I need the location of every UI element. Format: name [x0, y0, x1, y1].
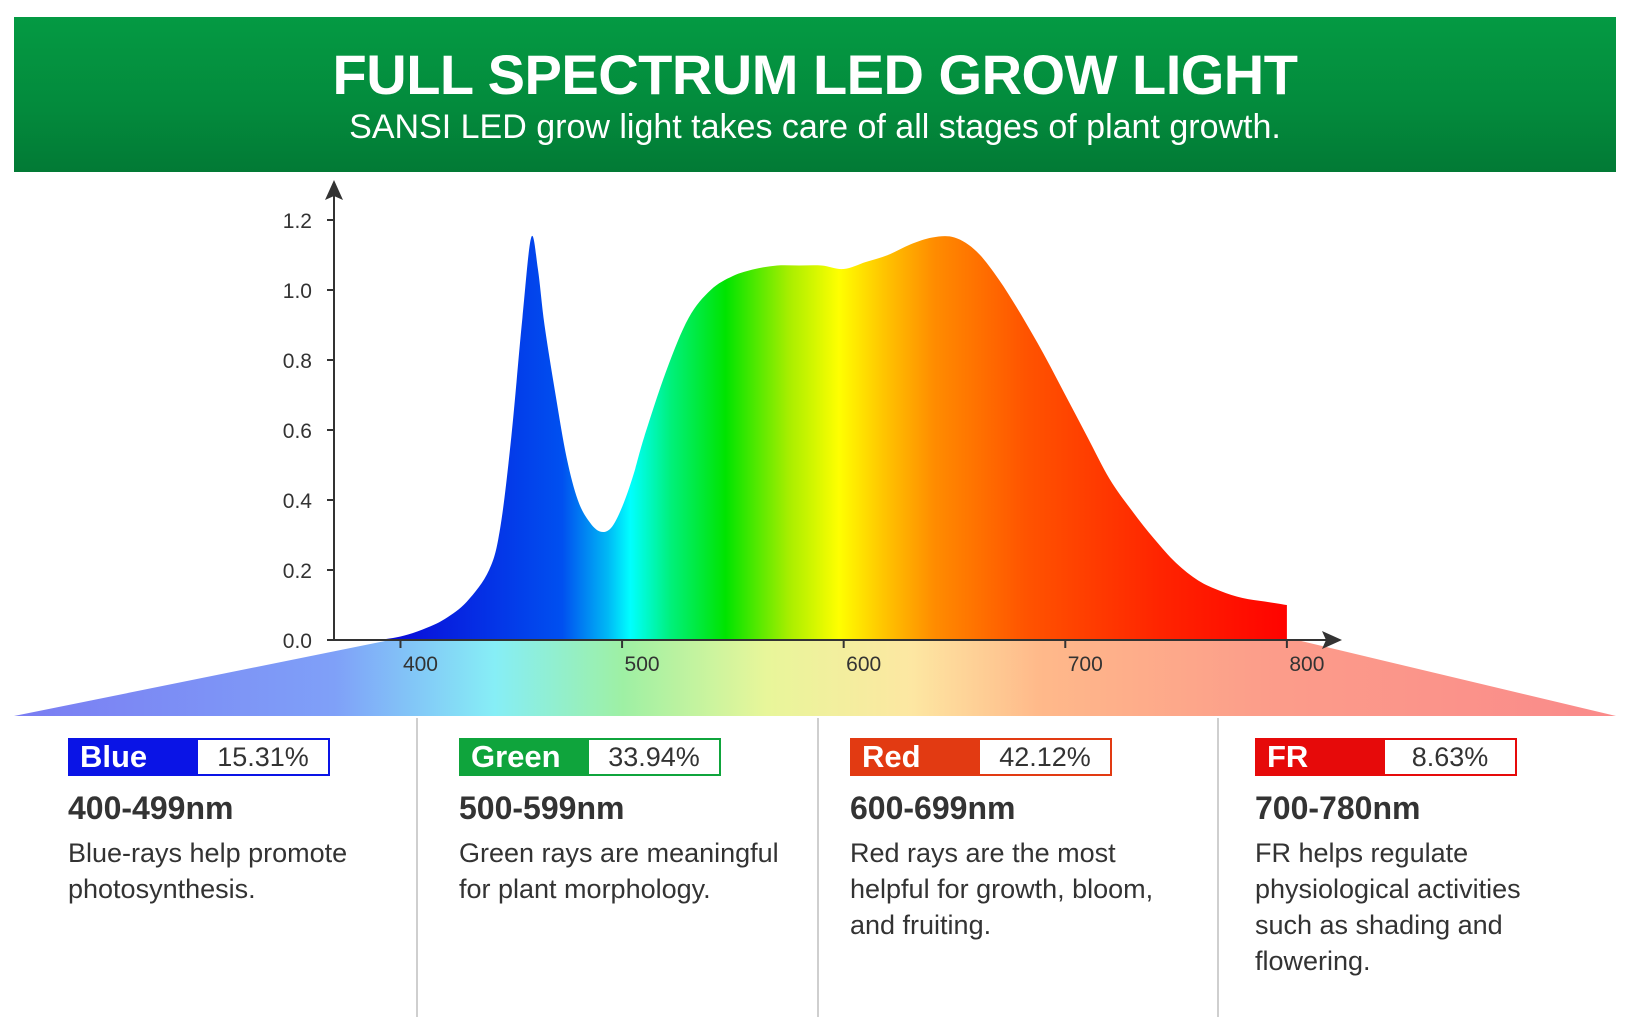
legend-divider — [817, 718, 819, 1017]
spectrum-series-area — [378, 235, 1287, 640]
legend-name: FR — [1257, 740, 1385, 774]
legend-description: Green rays are meaningful for plant morp… — [459, 838, 779, 904]
spectrum-fan — [14, 640, 1616, 716]
y-tick-label: 0.8 — [283, 350, 312, 373]
legend-badge: Blue 15.31% — [68, 738, 330, 776]
legend-badge: Red 42.12% — [850, 738, 1112, 776]
legend-percent: 33.94% — [589, 740, 719, 774]
legend-range: 600-699nm — [850, 790, 1016, 826]
y-axis-ticks: 0.0 0.2 0.4 0.6 0.8 1.0 1.2 — [283, 210, 334, 653]
legend-red: Red 42.12% 600-699nm Red rays are the mo… — [850, 718, 1250, 1017]
y-tick-label: 0.4 — [283, 490, 313, 513]
legend-range: 500-599nm — [459, 790, 625, 826]
legend-percent: 8.63% — [1385, 740, 1515, 774]
x-tick-label: 800 — [1289, 653, 1324, 676]
y-tick-label: 1.2 — [283, 210, 312, 233]
legend-divider — [1217, 718, 1219, 1017]
spectrum-chart: 0.0 0.2 0.4 0.6 0.8 1.0 1.2 400 500 600 700 800 — [14, 180, 1616, 716]
x-tick-label: 500 — [625, 653, 660, 676]
x-tick-label: 400 — [403, 653, 438, 676]
y-tick-label: 0.6 — [283, 420, 312, 443]
legend-range: 700-780nm — [1255, 790, 1421, 826]
x-axis-arrow — [1322, 631, 1342, 649]
page-title: FULL SPECTRUM LED GROW LIGHT — [332, 43, 1298, 106]
y-tick-label: 0.0 — [283, 630, 312, 653]
legend-percent: 42.12% — [980, 740, 1110, 774]
y-tick-label: 1.0 — [283, 280, 312, 303]
legend-badge: Green 33.94% — [459, 738, 721, 776]
legend-badge: FR 8.63% — [1255, 738, 1517, 776]
legend-name: Blue — [70, 740, 198, 774]
y-tick-label: 0.2 — [283, 560, 312, 583]
legend-percent: 15.31% — [198, 740, 328, 774]
legend-range: 400-499nm — [68, 790, 234, 826]
x-tick-label: 600 — [846, 653, 881, 676]
legend-blue: Blue 15.31% 400-499nm Blue-rays help pro… — [68, 718, 468, 1017]
legend-fr: FR 8.63% 700-780nm FR helps regulate phy… — [1255, 718, 1627, 1017]
legend-description: Red rays are the most helpful for growth… — [850, 838, 1154, 940]
legend-divider — [416, 718, 418, 1017]
x-tick-label: 700 — [1068, 653, 1103, 676]
legend-name: Red — [852, 740, 980, 774]
x-axis-ticks: 400 500 600 700 800 — [399, 640, 1324, 676]
legend-green: Green 33.94% 500-599nm Green rays are me… — [459, 718, 859, 1017]
legend-description: Blue-rays help promote photosynthesis. — [68, 838, 348, 904]
y-axis-arrow — [325, 180, 343, 200]
page-subtitle: SANSI LED grow light takes care of all s… — [349, 108, 1281, 146]
legend-description: FR helps regulate physiological activiti… — [1255, 838, 1521, 976]
legend-name: Green — [461, 740, 589, 774]
header-banner: FULL SPECTRUM LED GROW LIGHT SANSI LED g… — [14, 17, 1616, 172]
